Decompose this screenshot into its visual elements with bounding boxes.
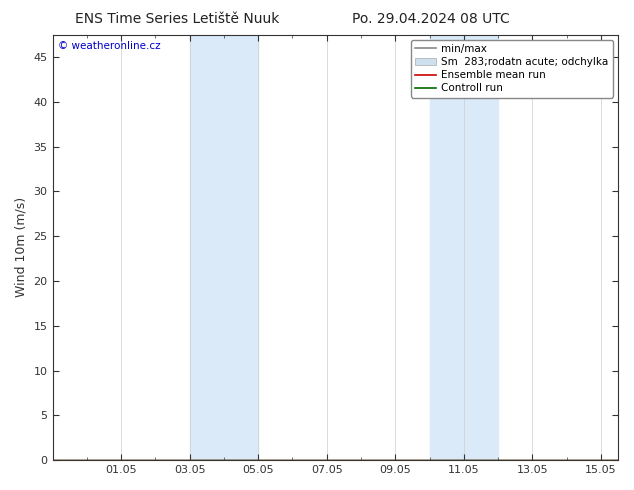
Text: Po. 29.04.2024 08 UTC: Po. 29.04.2024 08 UTC xyxy=(353,12,510,26)
Y-axis label: Wind 10m (m/s): Wind 10m (m/s) xyxy=(15,197,28,297)
Text: © weatheronline.cz: © weatheronline.cz xyxy=(58,41,161,51)
Bar xyxy=(190,35,258,460)
Legend: min/max, Sm  283;rodatn acute; odchylka, Ensemble mean run, Controll run: min/max, Sm 283;rodatn acute; odchylka, … xyxy=(411,40,613,98)
Bar xyxy=(430,35,498,460)
Text: ENS Time Series Letiště Nuuk: ENS Time Series Letiště Nuuk xyxy=(75,12,280,26)
